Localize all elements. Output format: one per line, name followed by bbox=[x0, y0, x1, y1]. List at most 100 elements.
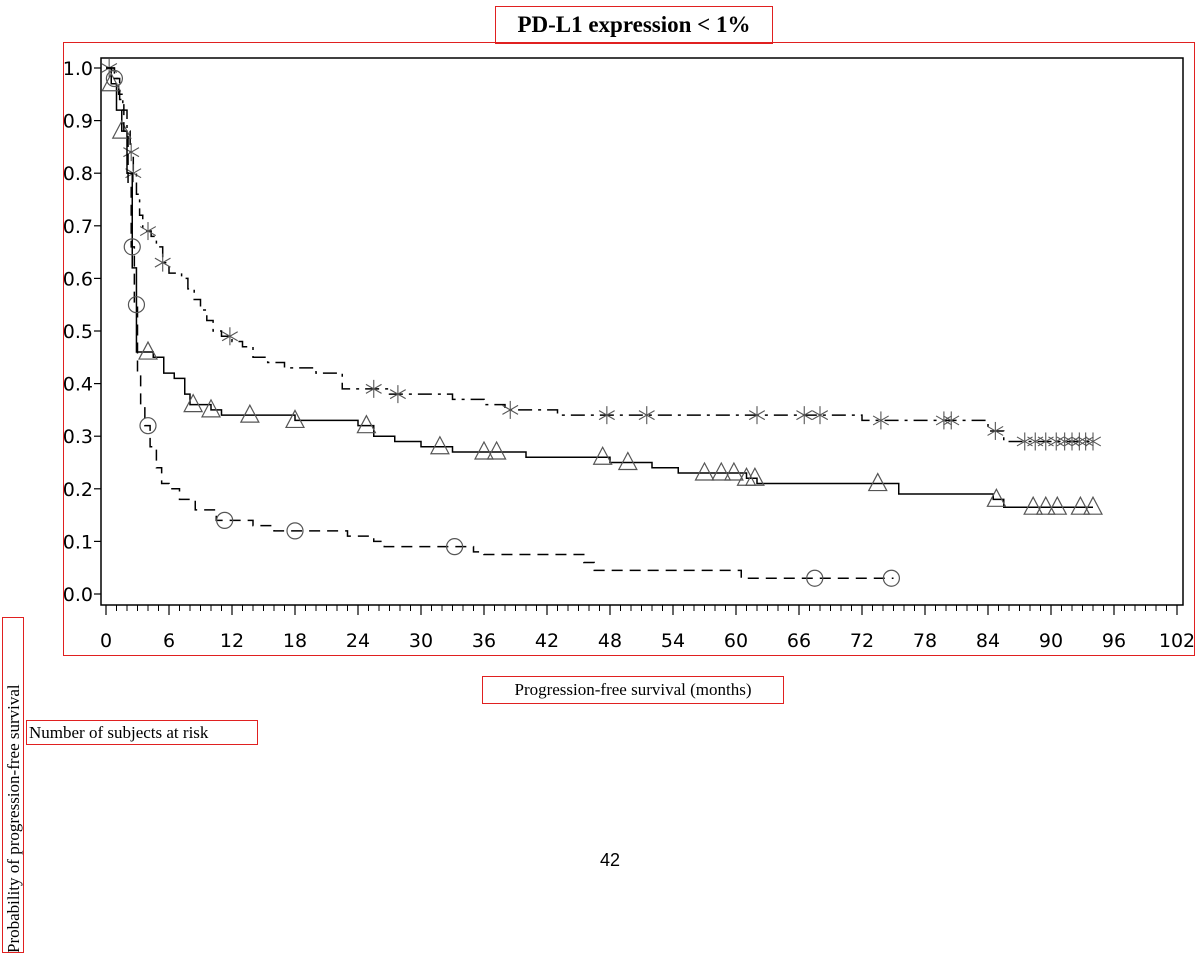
censor-mark-triangle bbox=[1035, 495, 1056, 515]
censor-mark-star bbox=[1048, 436, 1065, 447]
series-star bbox=[101, 59, 1102, 451]
censor-mark-star bbox=[935, 415, 952, 426]
censor-mark-star bbox=[123, 147, 140, 158]
x-tick-label: 6 bbox=[163, 630, 175, 652]
censor-mark-star bbox=[1084, 436, 1102, 447]
y-tick-label: 0.4 bbox=[63, 374, 93, 396]
censor-mark-circle bbox=[882, 569, 901, 587]
censor-mark-triangle bbox=[1070, 495, 1091, 515]
series-line bbox=[106, 67, 894, 579]
censor-mark-triangle bbox=[711, 461, 732, 481]
censor-mark-triangle bbox=[138, 340, 158, 360]
censor-mark-triangle bbox=[744, 466, 765, 486]
censor-mark-star bbox=[943, 415, 960, 426]
y-tick-label: 1.0 bbox=[63, 58, 93, 80]
x-tick-label: 60 bbox=[724, 630, 748, 652]
censor-mark-triangle bbox=[986, 488, 1007, 507]
y-tick-label: 0.5 bbox=[63, 321, 93, 343]
y-tick-label: 0.2 bbox=[63, 479, 93, 501]
x-tick-label: 72 bbox=[850, 630, 874, 652]
censor-mark-circle bbox=[446, 538, 464, 556]
censor-mark-triangle bbox=[694, 461, 715, 481]
censor-mark-star bbox=[811, 410, 829, 421]
censor-mark-star bbox=[221, 331, 238, 342]
series-layer bbox=[101, 59, 1103, 587]
censor-mark-star bbox=[987, 425, 1004, 436]
chart-title: PD-L1 expression < 1% bbox=[495, 6, 773, 44]
axes-layer: 0 6 12 18 24 30 36 42 48 54 60 66 72 78 84 90 96 102 0.0 0.… bbox=[63, 57, 1195, 652]
censor-mark-triangle bbox=[429, 435, 450, 455]
x-tick-label: 30 bbox=[409, 630, 433, 652]
censor-mark-star bbox=[365, 383, 382, 394]
x-axis-label: Progression-free survival (months) bbox=[482, 676, 784, 704]
censor-mark-triangle bbox=[617, 451, 638, 471]
x-tick-label: 36 bbox=[472, 630, 496, 652]
censor-mark-star bbox=[796, 410, 813, 421]
censor-mark-circle bbox=[806, 569, 824, 587]
y-tick-label: 0.1 bbox=[63, 531, 93, 553]
censor-mark-triangle bbox=[723, 461, 744, 481]
censor-mark-circle bbox=[139, 417, 157, 435]
censor-mark-star bbox=[502, 404, 519, 415]
censor-mark-star bbox=[638, 410, 655, 421]
censor-mark-triangle bbox=[1047, 495, 1068, 515]
censor-mark-circle bbox=[127, 296, 146, 314]
series-line bbox=[106, 67, 1093, 508]
x-tick-label: 96 bbox=[1102, 630, 1126, 652]
censor-mark-triangle bbox=[867, 472, 888, 492]
censor-mark-star bbox=[154, 257, 171, 268]
series-line bbox=[106, 67, 1093, 443]
censor-mark-star bbox=[1071, 436, 1088, 447]
censor-mark-star bbox=[1063, 436, 1081, 447]
censor-mark-star bbox=[872, 415, 889, 426]
x-tick-label: 78 bbox=[913, 630, 937, 652]
censor-mark-triangle bbox=[592, 445, 613, 465]
x-tick-label: 84 bbox=[976, 630, 1000, 652]
censor-mark-circle bbox=[286, 522, 304, 540]
plot-region-box bbox=[63, 42, 1195, 656]
censor-mark-star bbox=[139, 226, 157, 237]
series-triangle bbox=[101, 67, 1103, 515]
censor-mark-star bbox=[1056, 436, 1073, 447]
censor-mark-triangle bbox=[239, 403, 260, 423]
censor-mark-circle bbox=[105, 69, 124, 88]
censor-mark-circle bbox=[216, 511, 234, 529]
censor-mark-triangle bbox=[111, 119, 132, 139]
censor-mark-triangle bbox=[1083, 495, 1103, 515]
y-axis-label-box: Probability of progression-free survival bbox=[2, 617, 24, 953]
censor-mark-star bbox=[125, 168, 142, 179]
x-tick-label: 24 bbox=[346, 630, 370, 652]
y-tick-label: 0.8 bbox=[63, 163, 93, 185]
y-axis-label: Probability of progression-free survival bbox=[4, 684, 23, 953]
series-circle bbox=[105, 67, 901, 587]
x-tick-label: 18 bbox=[283, 630, 307, 652]
censor-mark-star bbox=[598, 410, 615, 421]
y-tick-label: 0.0 bbox=[63, 584, 93, 606]
x-tick-label: 48 bbox=[598, 630, 622, 652]
censor-mark-circle bbox=[123, 238, 141, 256]
x-tick-label: 42 bbox=[535, 630, 559, 652]
x-tick-label: 54 bbox=[661, 630, 685, 652]
page-number: 42 bbox=[600, 850, 621, 870]
x-tick-label: 0 bbox=[100, 630, 112, 652]
y-tick-label: 0.7 bbox=[63, 216, 93, 238]
censor-mark-triangle bbox=[1023, 495, 1044, 515]
censor-mark-star bbox=[389, 389, 406, 400]
censor-mark-star bbox=[748, 410, 766, 421]
y-tick-label: 0.3 bbox=[63, 426, 93, 448]
censor-mark-triangle bbox=[183, 393, 204, 413]
censor-mark-triangle bbox=[356, 414, 377, 434]
plot-frame bbox=[100, 57, 1184, 606]
risk-table-label: Number of subjects at risk bbox=[26, 720, 258, 745]
censor-mark-triangle bbox=[486, 440, 507, 460]
x-tick-label: 102 bbox=[1159, 630, 1195, 652]
x-tick-label: 66 bbox=[787, 630, 811, 652]
censor-mark-triangle bbox=[201, 398, 221, 418]
x-tick-label: 90 bbox=[1039, 630, 1063, 652]
x-tick-label: 12 bbox=[220, 630, 244, 652]
censor-mark-triangle bbox=[474, 440, 494, 460]
y-tick-label: 0.6 bbox=[63, 268, 93, 290]
y-tick-label: 0.9 bbox=[63, 111, 93, 133]
censor-mark-star bbox=[1077, 436, 1094, 447]
